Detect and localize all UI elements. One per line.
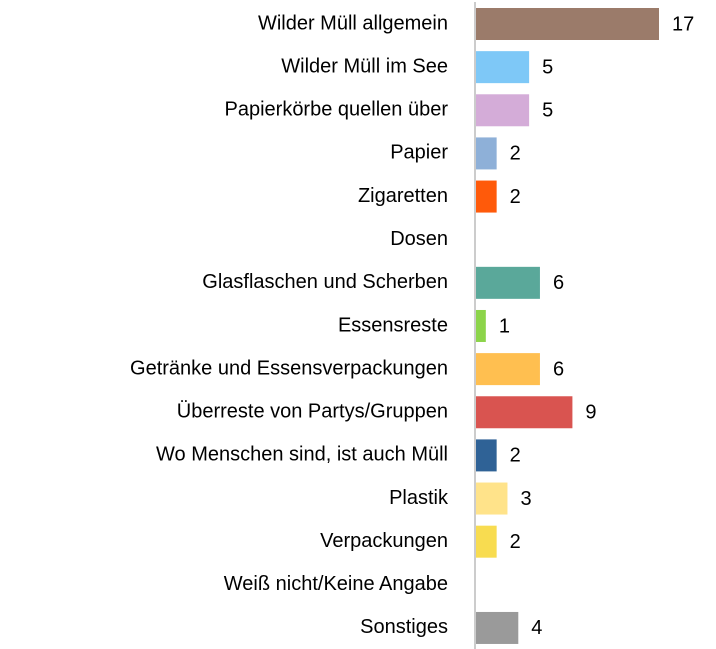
value-label: 5	[542, 56, 553, 78]
category-label: Papier	[390, 142, 448, 164]
category-label: Plastik	[389, 487, 449, 509]
category-label: Zigaretten	[358, 185, 448, 207]
category-label: Überreste von Partys/Gruppen	[177, 401, 448, 423]
bar	[476, 51, 530, 84]
category-label: Sonstiges	[360, 616, 448, 638]
bar	[476, 180, 497, 213]
value-label: 4	[531, 617, 542, 639]
bar	[476, 396, 573, 429]
category-label: Wo Menschen sind, ist auch Müll	[156, 444, 448, 466]
value-label: 5	[542, 100, 553, 122]
category-label: Dosen	[390, 228, 448, 250]
bar	[476, 439, 497, 472]
value-label: 9	[585, 402, 596, 424]
bar	[476, 611, 519, 644]
value-label: 17	[672, 13, 694, 35]
bar	[476, 525, 497, 558]
value-label: 6	[553, 272, 564, 294]
value-label: 3	[520, 488, 531, 510]
bar	[476, 353, 540, 386]
category-label: Essensreste	[338, 314, 448, 336]
category-label: Verpackungen	[320, 530, 448, 552]
bar	[476, 266, 540, 299]
value-label: 1	[499, 315, 510, 337]
category-label: Papierkörbe quellen über	[225, 99, 449, 121]
category-label: Wilder Müll allgemein	[258, 12, 448, 34]
value-label: 2	[510, 143, 521, 165]
value-label: 2	[510, 186, 521, 208]
bar	[476, 309, 486, 342]
category-label: Getränke und Essensverpackungen	[130, 357, 448, 379]
category-label: Wilder Müll im See	[281, 55, 448, 77]
bar	[476, 137, 497, 170]
bar	[476, 482, 508, 515]
category-label: Weiß nicht/Keine Angabe	[224, 573, 448, 595]
category-label: Glasflaschen und Scherben	[202, 271, 448, 293]
value-label: 6	[553, 358, 564, 380]
value-label: 2	[510, 531, 521, 553]
value-label: 2	[510, 445, 521, 467]
bar	[476, 8, 659, 40]
bar	[476, 94, 530, 127]
